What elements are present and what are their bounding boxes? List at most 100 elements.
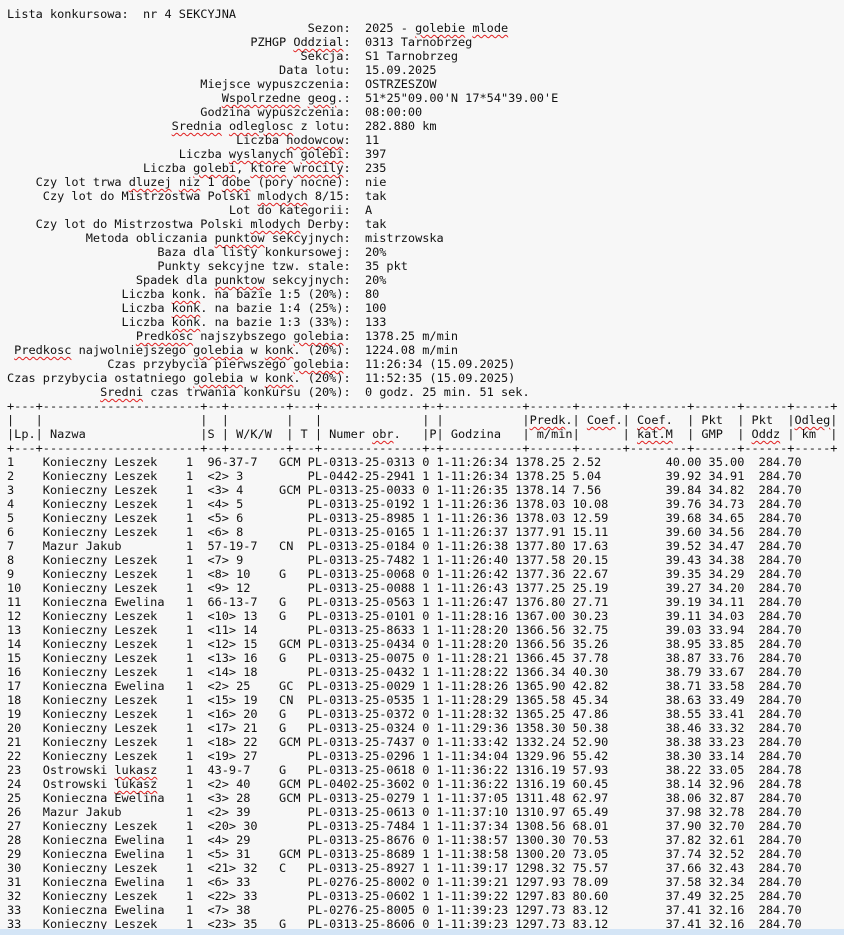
info-line: Liczba golebi, ktore wrocily: 235 <box>7 161 387 175</box>
misspelled-word: Wspolrzedne <box>221 91 301 105</box>
misspelled-word: hodowcow <box>286 133 344 147</box>
table-row: 5 Konieczny Leszek 1 <5> 6 PL-0313-25-89… <box>7 511 802 525</box>
table-row: 23 Ostrowski lukasz 1 43-9-7 G PL-0313-2… <box>7 763 802 777</box>
table-row: 28 Konieczna Ewelina 1 <4> 29 PL-0313-25… <box>7 833 802 847</box>
misspelled-word: golebi <box>300 147 344 161</box>
misspelled-word: golebia <box>193 371 244 385</box>
misspelled-word: konk <box>264 343 294 357</box>
misspelled-word: golebia <box>193 343 244 357</box>
table-row: 30 Konieczny Leszek 1 <21> 32 C PL-0313-… <box>7 861 802 875</box>
misspelled-word: Predkosc <box>135 329 194 343</box>
info-line: Czy lot trwa dluzej niz 1 dobe (pory noc… <box>7 175 387 189</box>
info-line: Czy lot do Mistrzostwa Polski mlodych De… <box>7 217 387 231</box>
misspelled-word: lukasz <box>114 777 158 791</box>
table-row: 3 Konieczny Leszek 1 <3> 4 GCM PL-0313-2… <box>7 483 802 497</box>
table-row: 21 Konieczny Leszek 1 <18> 22 GCM PL-031… <box>7 735 802 749</box>
misspelled-word: konk <box>171 287 201 301</box>
info-line: Lot do kategorii: A <box>7 203 373 217</box>
misspelled-word: niz <box>178 175 201 189</box>
misspelled-word: golebi <box>193 161 237 175</box>
table-row: 19 Konieczny Leszek 1 <16> 20 G PL-0313-… <box>7 707 802 721</box>
info-line: Sekcja: S1 Tarnobrzeg <box>7 49 459 63</box>
info-line: Baza dla listy konkursowej: 20% <box>7 245 387 259</box>
info-line: Czy lot do Mistrzostwa Polski mlodych 8/… <box>7 189 387 203</box>
table-row: 14 Konieczny Leszek 1 <12> 15 GCM PL-031… <box>7 637 802 651</box>
table-row: 8 Konieczny Leszek 1 <7> 9 PL-0313-25-74… <box>7 553 802 567</box>
table-row: 22 Konieczny Leszek 1 <19> 27 PL-0313-25… <box>7 749 802 763</box>
info-line: Liczba hodowcow: 11 <box>7 133 380 147</box>
info-line: Liczba konk. na bazie 1:4 (25%): 100 <box>7 301 387 315</box>
table-row: 26 Mazur Jakub 1 <2> 39 PL-0313-25-0613 … <box>7 805 802 819</box>
info-line: Spadek dla punktow sekcyjnych: 20% <box>7 273 387 287</box>
misspelled-word: wyslanych <box>228 147 294 161</box>
table-row: 16 Konieczny Leszek 1 <14> 18 PL-0313-25… <box>7 665 802 679</box>
info-line: Czas przybycia pierwszego golebia: 11:26… <box>7 357 516 371</box>
table-header-line: | | | | | | | | |Predk.| Coef.| Coef. | … <box>7 413 838 427</box>
misspelled-word: odleglosc <box>228 119 294 133</box>
misspelled-word: konk <box>264 371 294 385</box>
misspelled-word: golebia <box>293 357 344 371</box>
misspelled-word: Srednia <box>171 119 222 133</box>
info-line: Liczba konk. na bazie 1:5 (20%): 80 <box>7 287 380 301</box>
table-row: 29 Konieczna Ewelina 1 <5> 31 GCM PL-031… <box>7 847 802 861</box>
misspelled-word: golebie <box>415 21 466 35</box>
table-row: 33 Konieczny Leszek 1 <23> 35 G PL-0313-… <box>7 917 802 931</box>
misspelled-word: mlodych <box>250 217 301 231</box>
table-row: 4 Konieczny Leszek 1 <4> 5 PL-0313-25-01… <box>7 497 802 511</box>
misspelled-word: konk <box>171 301 201 315</box>
info-line: Punkty sekcyjne tzw. stale: 35 pkt <box>7 259 408 273</box>
table-row: 33 Konieczna Ewelina 1 <7> 38 PL-0276-25… <box>7 903 802 917</box>
misspelled-word: Sredni <box>100 385 144 399</box>
info-line: Data lotu: 15.09.2025 <box>7 63 437 77</box>
table-row: 6 Konieczny Leszek 1 <6> 8 PL-0313-25-01… <box>7 525 802 539</box>
table-row: 25 Konieczna Ewelina 1 <3> 28 GCM PL-031… <box>7 791 802 805</box>
table-row: 7 Mazur Jakub 1 57-19-7 CN PL-0313-25-01… <box>7 539 802 553</box>
misspelled-word: Odleg <box>794 413 831 427</box>
list-title-line: Lista konkursowa: nr 4 SEKCYJNA <box>7 7 237 21</box>
misspelled-word: kat.M <box>637 427 673 441</box>
partial-next-row-highlight <box>0 929 844 935</box>
misspelled-word: obr <box>372 427 394 441</box>
info-line: Predkosc najszybszego golebia: 1378.25 m… <box>135 329 459 343</box>
misspelled-word: dluzej <box>128 175 172 189</box>
info-line: Sredni czas trwania konkursu (20%): 0 go… <box>100 385 530 399</box>
table-row: 24 Ostrowski lukasz 1 <2> 40 GCM PL-0402… <box>7 777 802 791</box>
info-line: Sezon: 2025 - golebie mlode <box>7 21 509 35</box>
info-line: Miejsce wypuszczenia: OSTRZESZOW <box>7 77 437 91</box>
table-row: 32 Konieczny Leszek 1 <22> 33 PL-0313-25… <box>7 889 802 903</box>
table-header-line: +---+----------------------+--+--------+… <box>7 399 838 413</box>
table-row: 1 Konieczny Leszek 1 96-37-7 GCM PL-0313… <box>7 455 802 469</box>
info-line: PZHGP Oddzial: 0313 Tarnobrzeg <box>7 35 473 49</box>
misspelled-word: Coef <box>637 413 666 427</box>
misspelled-word: konk <box>171 315 201 329</box>
misspelled-word: punktow <box>214 231 265 245</box>
misspelled-word: punktow <box>214 273 265 287</box>
table-row: 27 Konieczny Leszek 1 <20> 30 PL-0313-25… <box>7 819 802 833</box>
misspelled-word: Predkosc <box>14 343 72 357</box>
table-header-line: |Lp.| Nazwa |S | W/K/W | T | Numer obr. … <box>7 427 838 441</box>
table-row: 18 Konieczny Leszek 1 <15> 19 CN PL-0313… <box>7 693 802 707</box>
info-line: Czas przybycia ostatniego golebia w konk… <box>7 371 516 385</box>
misspelled-word: mlodych <box>257 189 308 203</box>
misspelled-word: dobe <box>221 175 251 189</box>
misspelled-word: ktore <box>250 161 287 175</box>
misspelled-word: Predk <box>529 413 566 427</box>
table-row: 10 Konieczny Leszek 1 <9> 12 PL-0313-25-… <box>7 581 802 595</box>
table-row: 15 Konieczny Leszek 1 <13> 16 G PL-0313-… <box>7 651 802 665</box>
misspelled-word: golebia <box>293 329 344 343</box>
misspelled-word: Coef <box>586 413 616 427</box>
misspelled-word: wrocily <box>293 161 344 175</box>
misspelled-word: Oddz <box>751 427 781 441</box>
info-line: Wspolrzedne geog.: 51*25"09.00'N 17*54"3… <box>221 91 559 105</box>
misspelled-word: mlode <box>472 21 509 35</box>
info-line: Predkosc najwolniejszego golebia w konk.… <box>14 343 459 357</box>
info-line: Metoda obliczania punktow sekcyjnych: mi… <box>7 231 444 245</box>
table-row: 9 Konieczny Leszek 1 <8> 10 G PL-0313-25… <box>7 567 802 581</box>
table-row: 13 Konieczny Leszek 1 <11> 14 PL-0313-25… <box>7 623 802 637</box>
info-line: Liczba konk. na bazie 1:3 (33%): 133 <box>7 315 387 329</box>
info-line: Srednia odleglosc z lotu: 282.880 km <box>171 119 437 133</box>
misspelled-word: geog <box>307 91 337 105</box>
table-row: 20 Konieczny Leszek 1 <17> 21 G PL-0313-… <box>7 721 802 735</box>
